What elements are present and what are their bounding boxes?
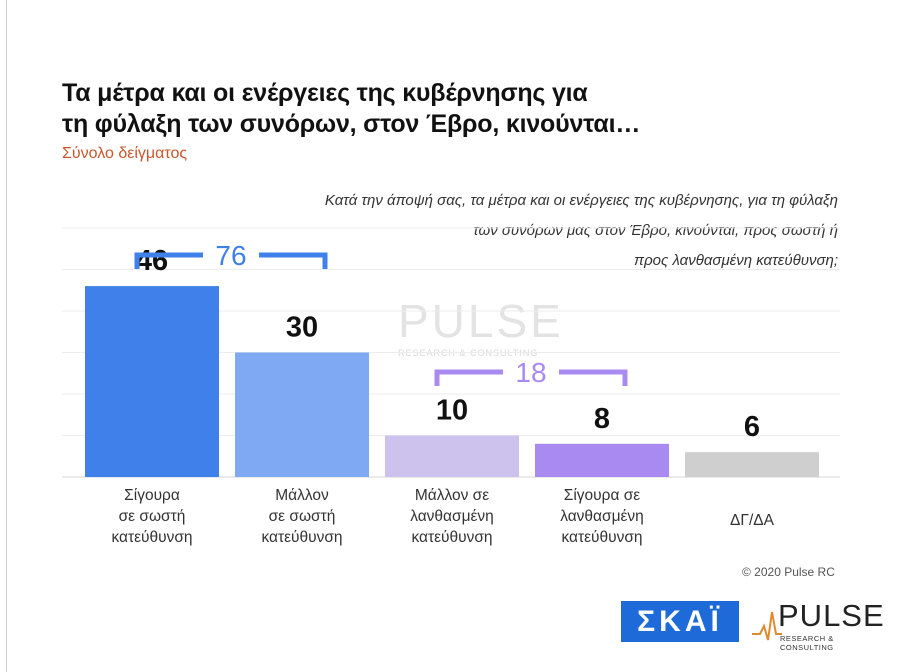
left-border-line: [6, 0, 7, 672]
category-label-line: λανθασμένη: [560, 508, 644, 525]
pulse-logo-word: PULSE: [778, 598, 885, 633]
bar-value-label: 6: [744, 411, 760, 443]
category-label: ΔΓ/ΔΑ: [677, 510, 827, 531]
pulse-logo: PULSE RESEARCH & CONSULTING: [752, 598, 884, 652]
bracket-left: [134, 252, 203, 269]
chart-title-line-1: Τα μέτρα και οι ενέργειες της κυβέρνησης…: [62, 79, 588, 107]
bar: [85, 286, 219, 477]
chart-title: Τα μέτρα και οι ενέργειες της κυβέρνησης…: [62, 78, 682, 140]
category-label-line: κατεύθυνση: [561, 529, 643, 546]
pulse-wave-icon: [752, 611, 782, 641]
question-line-3: προς λανθασμένη κατεύθυνση;: [634, 252, 838, 269]
category-label-line: Μάλλον σε: [414, 487, 490, 504]
chart-subtitle: Σύνολο δείγματος: [62, 145, 188, 162]
watermark-brand: PULSE: [398, 295, 564, 347]
bar: [235, 352, 369, 477]
category-label-line: σε σωστή: [268, 508, 336, 525]
bar-value-label: 46: [136, 245, 168, 277]
skai-logo: ΣΚΑΪ: [621, 601, 739, 642]
bar-value-label: 8: [594, 403, 610, 435]
question-line-2: των συνόρων μας στον Έβρο, κινούνται, πρ…: [473, 222, 838, 239]
category-label: Μάλλον σε λανθασμένη κατεύθυνση: [377, 485, 527, 548]
category-label-line: ΔΓ/ΔΑ: [730, 512, 774, 529]
bar-value-label: 30: [286, 312, 318, 344]
bracket-right: [559, 369, 628, 386]
bar: [535, 443, 669, 477]
category-label-line: κατεύθυνση: [411, 529, 493, 546]
category-label-line: κατεύθυνση: [111, 529, 193, 546]
bracket-total-label: 18: [515, 357, 546, 388]
category-label-line: Σίγουρα σε: [563, 487, 641, 504]
category-label-line: κατεύθυνση: [261, 529, 343, 546]
category-label-line: λανθασμένη: [410, 508, 494, 525]
bar: [685, 452, 819, 477]
category-label-line: Σίγουρα: [124, 487, 180, 504]
survey-question: Κατά την άποψή σας, τα μέτρα και οι ενέρ…: [198, 186, 838, 276]
category-label-line: Μάλλον: [275, 487, 329, 504]
question-line-1: Κατά την άποψή σας, τα μέτρα και οι ενέρ…: [324, 192, 838, 209]
pulse-logo-tagline: RESEARCH & CONSULTING: [780, 634, 834, 652]
bar: [385, 435, 519, 477]
bar-value-label: 10: [436, 395, 468, 427]
category-label: Σίγουρα σε σωστή κατεύθυνση: [77, 485, 227, 548]
bracket-left: [434, 369, 503, 386]
category-label-line: σε σωστή: [118, 508, 186, 525]
copyright-text: © 2020 Pulse RC: [742, 565, 835, 579]
category-label: Μάλλον σε σωστή κατεύθυνση: [227, 485, 377, 548]
bracket-right: [259, 252, 328, 269]
chart-title-line-2: τη φύλαξη των συνόρων, στον Έβρο, κινούν…: [62, 110, 641, 138]
category-label: Σίγουρα σε λανθασμένη κατεύθυνση: [527, 485, 677, 548]
bracket-total-label: 76: [215, 240, 246, 271]
